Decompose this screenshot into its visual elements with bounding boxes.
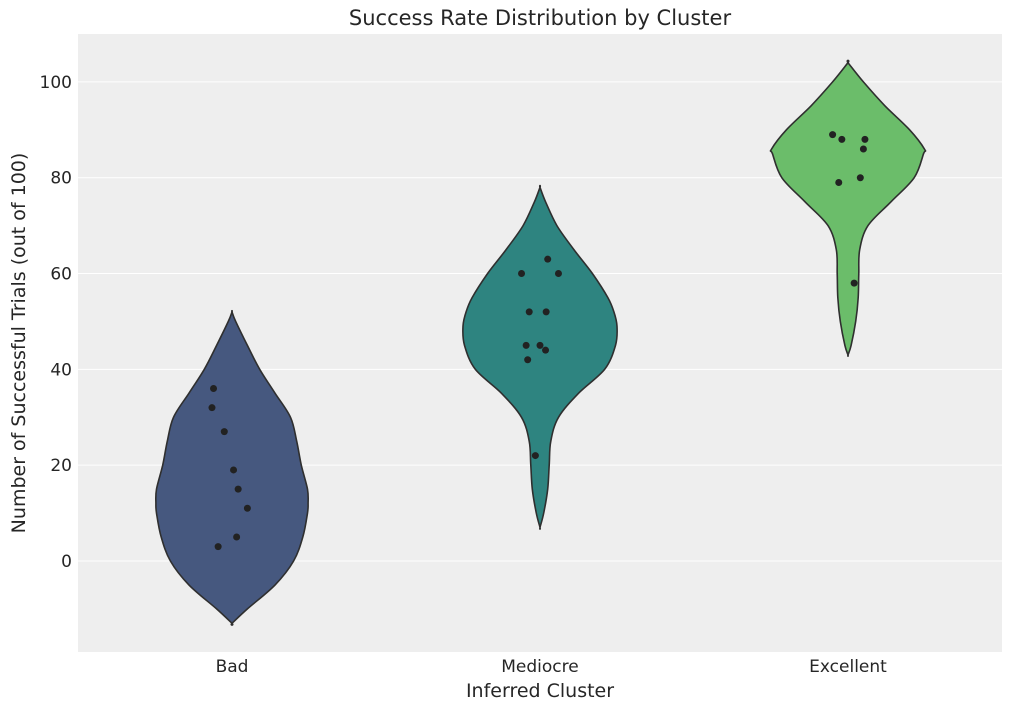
data-point	[220, 428, 228, 436]
data-point	[214, 543, 222, 551]
data-point	[525, 308, 533, 316]
points	[208, 131, 869, 551]
violin-excellent	[769, 59, 927, 358]
data-point	[850, 279, 858, 287]
y-tick-label: 20	[50, 456, 72, 476]
data-point	[861, 135, 869, 143]
data-point	[536, 341, 544, 349]
y-tick-label: 100	[40, 73, 72, 93]
data-point	[838, 135, 846, 143]
data-point	[531, 452, 539, 460]
y-tick-label: 0	[61, 552, 72, 572]
data-point	[234, 485, 242, 493]
x-tick-label: Mediocre	[501, 657, 578, 677]
data-point	[554, 270, 562, 278]
x-axis-label: Inferred Cluster	[466, 680, 614, 702]
data-point	[518, 270, 526, 278]
y-axis-label: Number of Successful Trials (out of 100)	[8, 153, 30, 534]
data-point	[544, 255, 552, 263]
data-point	[243, 504, 251, 512]
x-axis-ticks: Bad Mediocre Excellent	[216, 657, 888, 677]
chart-title: Success Rate Distribution by Cluster	[349, 6, 732, 30]
data-point	[859, 145, 867, 153]
data-point	[522, 341, 530, 349]
data-point	[230, 466, 238, 474]
data-point	[233, 533, 241, 541]
y-axis-ticks: 0 20 40 60 80 100	[40, 73, 72, 572]
data-point	[856, 174, 864, 182]
data-point	[542, 308, 550, 316]
y-tick-label: 60	[50, 265, 72, 285]
data-point	[210, 385, 218, 393]
x-tick-label: Excellent	[809, 657, 887, 677]
data-point	[835, 179, 843, 187]
violin-mediocre	[462, 184, 618, 530]
y-tick-label: 80	[50, 169, 72, 189]
data-point	[208, 404, 216, 412]
data-point	[829, 131, 837, 139]
data-point	[542, 346, 550, 354]
x-tick-label: Bad	[216, 657, 249, 677]
data-point	[524, 356, 532, 364]
y-tick-label: 40	[50, 360, 72, 380]
